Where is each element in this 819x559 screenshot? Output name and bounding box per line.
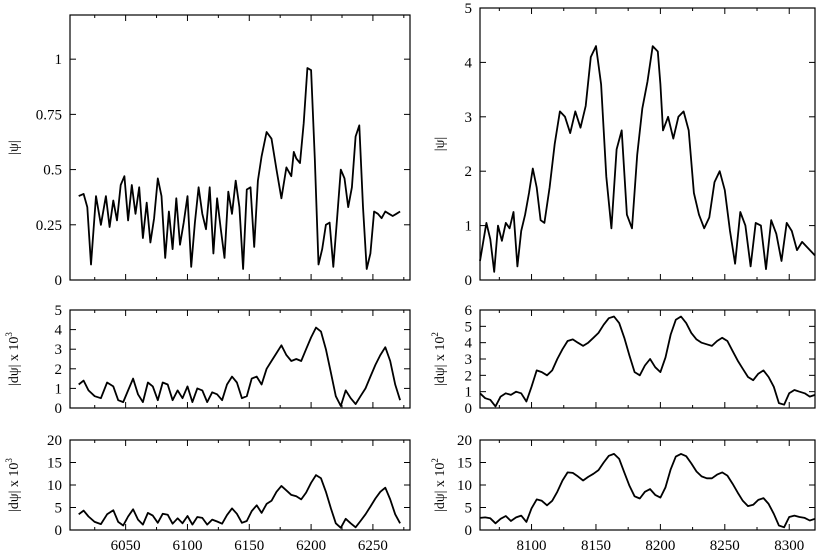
y-tick-label: 5 [465,501,473,517]
x-tick-label: 6250 [358,538,388,554]
panel-marks: 0 1 2 3 4 5 [55,303,411,417]
panel-top-left: 0 0.25 0.5 0.75 1 |ψ| [7,14,411,289]
x-tick-label: 6050 [111,538,141,554]
series-line [479,315,816,408]
y-tick-label: 4 [465,55,473,71]
panel-bottom-right: 8100 8150 8200 8250 8300 0 5 10 15 20 |dψ| x 102 [430,433,816,554]
y-axis-label-base: |dψ| x 10 [433,463,448,512]
x-tick-label: 8200 [645,538,675,554]
y-axis-label-base: |dψ| x 10 [7,337,22,386]
y-axis-label: |ψ| [433,137,448,151]
y-tick-label: 5 [465,319,473,335]
x-tick-label: 6200 [296,538,326,554]
y-tick-label: 2 [55,362,63,378]
y-tick-label: 0 [55,273,63,289]
y-tick-label: 5 [465,1,473,17]
y-tick-label: 1 [465,385,473,401]
panel-marks: 0 1 2 3 4 5 [465,1,816,289]
x-tick-label: 8100 [517,538,547,554]
y-tick-label: 0.75 [36,107,62,123]
y-axis-label-exponent: 2 [430,332,440,337]
y-axis-label-base: |dψ| x 10 [7,463,22,512]
y-tick-label: 2 [465,164,473,180]
y-axis-label: |dψ| x 102 [430,332,448,386]
y-tick-label: 1 [465,219,473,235]
series-line [479,453,816,529]
x-tick-label: 8300 [774,538,804,554]
y-tick-label: 0 [465,401,473,417]
y-tick-label: 15 [47,456,62,472]
y-tick-label: 6 [465,303,473,319]
y-tick-label: 0.25 [36,218,62,234]
y-tick-label: 15 [457,456,472,472]
y-tick-label: 0 [465,523,473,539]
y-tick-label: 5 [55,501,63,517]
y-tick-label: 20 [457,433,472,449]
plot-frame [479,7,816,281]
y-axis-label-exponent: 2 [430,458,440,463]
y-tick-label: 4 [55,323,63,339]
y-tick-label: 3 [465,352,473,368]
panel-marks: 8100 8150 8200 8250 8300 0 5 10 15 20 [457,433,816,554]
y-tick-label: 1 [55,52,63,68]
y-tick-label: 0 [55,401,63,417]
series-line [479,45,816,273]
y-tick-label: 0 [465,273,473,289]
x-tick-label: 8250 [710,538,740,554]
y-tick-label: 1 [55,381,63,397]
y-axis-label-exponent: 3 [4,458,14,463]
y-axis-label: |ψ| [7,140,22,154]
y-axis-label-exponent: 3 [4,332,14,337]
panel-bottom-left: 6050 6100 6150 6200 6250 0 5 10 15 20 |dψ| x 103 [4,433,411,554]
panel-marks: 6050 6100 6150 6200 6250 0 5 10 15 20 [47,433,411,554]
y-tick-label: 10 [457,478,472,494]
y-tick-label: 20 [47,433,62,449]
x-tick-label: 6100 [172,538,202,554]
x-tick-label: 6150 [234,538,264,554]
panel-top-right: 0 1 2 3 4 5 |ψ| [433,1,816,289]
series-line [78,474,401,529]
y-tick-label: 5 [55,303,63,319]
y-axis-label: |dψ| x 103 [4,332,22,386]
panel-marks: 0 0.25 0.5 0.75 1 [36,14,411,289]
series-line [78,67,401,270]
y-axis-label: |dψ| x 103 [4,458,22,512]
y-tick-label: 3 [55,342,63,358]
y-tick-label: 0.5 [43,163,62,179]
y-axis-label-base: |dψ| x 10 [433,337,448,386]
y-tick-label: 0 [55,523,63,539]
y-tick-label: 3 [465,110,473,126]
series-line [78,326,401,407]
y-tick-label: 2 [465,368,473,384]
plot-frame [69,309,411,409]
y-axis-label: |dψ| x 102 [430,458,448,512]
y-tick-label: 4 [465,336,473,352]
x-tick-label: 8150 [581,538,611,554]
y-tick-label: 10 [47,478,62,494]
plot-frame [69,14,411,281]
